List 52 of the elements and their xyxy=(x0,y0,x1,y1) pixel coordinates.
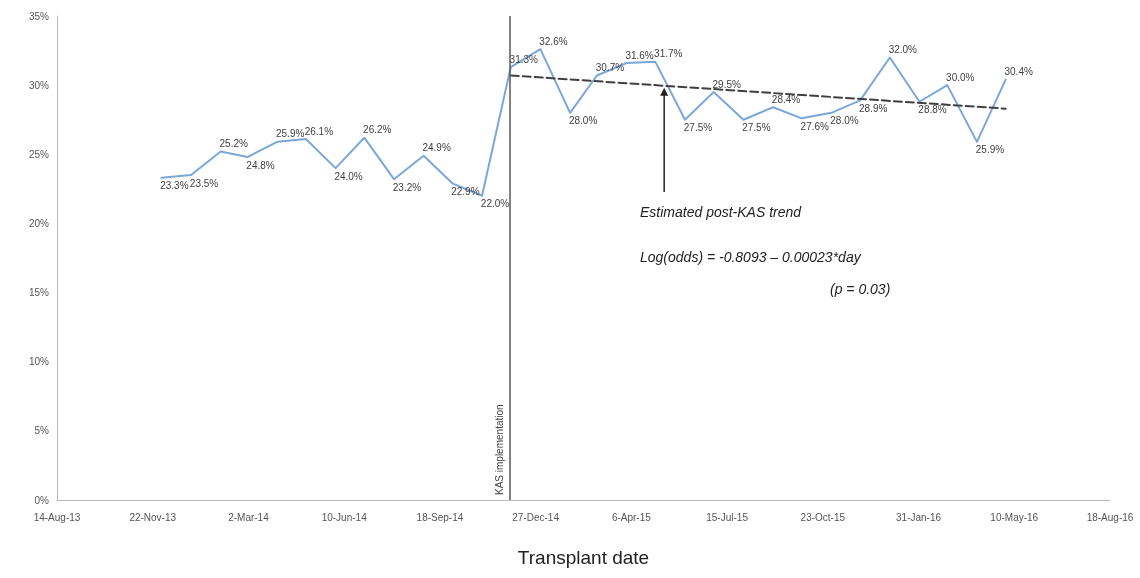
x-tick-label: 14-Aug-13 xyxy=(33,511,81,523)
data-label: 29.5% xyxy=(712,78,741,90)
data-label: 25.9% xyxy=(975,144,1005,156)
data-label: 31.6% xyxy=(625,49,654,61)
x-tick-label: 6-Apr-15 xyxy=(611,511,652,523)
y-tick-label: 10% xyxy=(28,356,50,368)
y-tick-label: 5% xyxy=(34,425,50,437)
data-label: 23.5% xyxy=(189,177,219,189)
annotation: (p = 0.03) xyxy=(830,281,891,297)
ref-line-label: KAS implementation xyxy=(494,404,506,495)
data-label: 30.4% xyxy=(1004,66,1033,78)
data-label: 24.9% xyxy=(422,142,451,154)
y-tick-label: 35% xyxy=(28,10,50,22)
x-tick-label: 10-May-16 xyxy=(990,511,1039,523)
data-label: 27.6% xyxy=(800,120,830,132)
y-tick-label: 20% xyxy=(28,217,50,229)
data-label: 28.9% xyxy=(858,102,888,114)
data-label: 31.7% xyxy=(654,48,683,60)
data-label: 27.5% xyxy=(683,122,713,134)
x-tick-label: 31-Jan-16 xyxy=(896,511,942,523)
x-axis-title: Transplant date xyxy=(517,547,650,568)
data-label: 32.6% xyxy=(539,35,568,47)
data-label: 26.1% xyxy=(304,125,334,137)
data-label: 27.5% xyxy=(742,122,771,134)
data-label: 23.3% xyxy=(160,180,189,192)
data-label: 28.0% xyxy=(830,115,859,127)
data-label: 26.2% xyxy=(363,124,392,136)
data-label: 28.4% xyxy=(771,93,801,105)
data-label: 24.0% xyxy=(334,170,363,182)
y-tick-label: 15% xyxy=(28,287,50,299)
data-label: 28.0% xyxy=(568,115,598,127)
data-label: 25.2% xyxy=(219,138,248,150)
data-label: 32.0% xyxy=(888,43,918,55)
data-label: 24.8% xyxy=(246,159,275,171)
y-tick-label: 30% xyxy=(28,79,50,91)
annotation: Log(odds) = -0.8093 – 0.00023*day xyxy=(640,249,862,265)
data-label: 28.8% xyxy=(918,104,947,116)
x-tick-label: 10-Jun-14 xyxy=(321,511,368,523)
x-tick-label: 2-Mar-14 xyxy=(228,511,270,523)
x-tick-label: 18-Aug-16 xyxy=(1086,511,1134,523)
y-tick-label: 0% xyxy=(34,494,50,506)
y-tick-label: 25% xyxy=(28,148,50,160)
data-label: 23.2% xyxy=(392,181,422,193)
x-tick-label: 22-Nov-13 xyxy=(129,511,177,523)
x-tick-label: 15-Jul-15 xyxy=(706,511,749,523)
data-label: 30.0% xyxy=(946,71,975,83)
x-tick-label: 23-Oct-15 xyxy=(800,511,846,523)
data-label: 25.9% xyxy=(275,128,305,140)
annotation: Estimated post-KAS trend xyxy=(640,204,803,220)
x-tick-label: 18-Sep-14 xyxy=(416,511,464,523)
data-label: 22.0% xyxy=(480,198,510,210)
x-tick-label: 27-Dec-14 xyxy=(512,511,560,523)
